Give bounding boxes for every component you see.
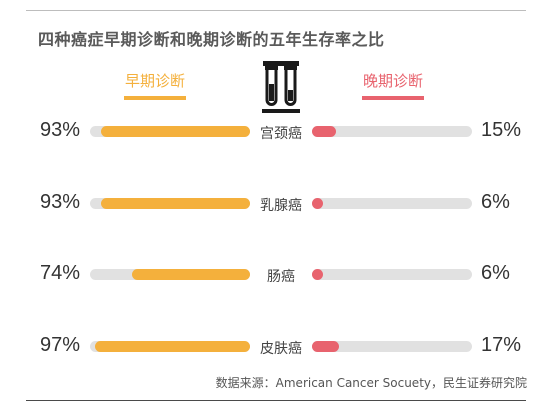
- late-bar: [312, 269, 323, 280]
- late-bar-track: [312, 341, 472, 352]
- late-value-label: 6%: [481, 262, 510, 284]
- bottom-rule: [26, 400, 526, 401]
- late-bar-track: [312, 198, 472, 209]
- early-bar: [101, 198, 250, 209]
- test-tubes-icon: [262, 61, 300, 113]
- category-label: 肠癌: [267, 269, 295, 285]
- source-note: 数据来源：American Cancer Socuety，民生证券研究院: [215, 376, 527, 390]
- legend-early-swatch: [124, 96, 186, 100]
- category-label: 皮肤癌: [260, 341, 302, 357]
- category-label: 乳腺癌: [260, 198, 302, 214]
- early-bar-track: [90, 269, 250, 280]
- early-bar-track: [90, 341, 250, 352]
- category-label: 宫颈癌: [260, 126, 302, 142]
- top-rule: [26, 10, 526, 11]
- chart-title: 四种癌症早期诊断和晚期诊断的五年生存率之比: [38, 30, 385, 49]
- legend-early-label: 早期诊断: [124, 72, 185, 90]
- early-bar: [101, 126, 250, 137]
- late-bar-track: [312, 126, 472, 137]
- chart-row: 93% 宫颈癌 15%: [0, 116, 549, 146]
- legend-late-swatch: [362, 96, 424, 100]
- chart-row: 74% 肠癌 6%: [0, 259, 549, 289]
- chart-row: 97% 皮肤癌 17%: [0, 331, 549, 361]
- early-value-label: 97%: [40, 334, 81, 356]
- early-bar-track: [90, 198, 250, 209]
- early-bar-track: [90, 126, 250, 137]
- late-bar: [312, 341, 340, 352]
- late-bar-track: [312, 269, 472, 280]
- early-bar: [131, 269, 250, 280]
- early-bar: [94, 341, 250, 352]
- early-value-label: 93%: [40, 191, 81, 213]
- legend-early: 早期诊断: [124, 70, 186, 100]
- late-value-label: 17%: [481, 334, 522, 356]
- legend-late-label: 晚期诊断: [362, 72, 423, 90]
- legend-late: 晚期诊断: [362, 70, 424, 100]
- chart-row: 93% 乳腺癌 6%: [0, 188, 549, 218]
- early-value-label: 93%: [40, 119, 81, 141]
- late-value-label: 15%: [481, 119, 522, 141]
- late-bar: [312, 198, 323, 209]
- late-value-label: 6%: [481, 191, 510, 213]
- early-value-label: 74%: [40, 262, 81, 284]
- late-bar: [312, 126, 336, 137]
